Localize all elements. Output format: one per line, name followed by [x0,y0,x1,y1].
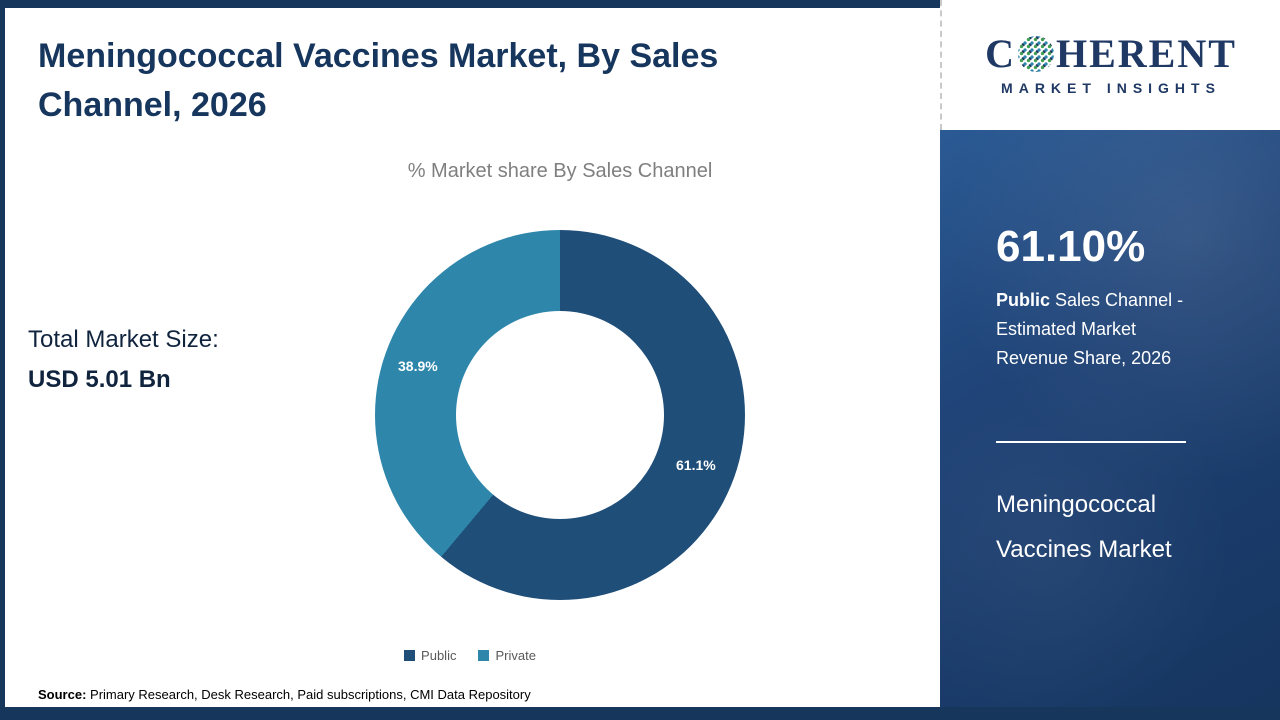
source-line: Source: Primary Research, Desk Research,… [38,687,531,702]
logo-subtext: MARKET INSIGHTS [1001,80,1221,96]
donut-hole [456,311,664,519]
legend-item-private: Private [478,648,536,663]
slice-label-private: 38.9% [398,358,438,374]
logo-area: C HERENT MARKET INSIGHTS [940,0,1280,130]
total-market-value: USD 5.01 Bn [28,366,171,393]
globe-logo-icon [1017,36,1054,72]
logo-letter-c: C [985,31,1016,76]
market-name: Meningococcal Vaccines Market [996,491,1172,563]
chart-subtitle: % Market share By Sales Channel [407,160,713,182]
legend-swatch-private [478,650,490,661]
chart-legend: Public Private [0,648,940,663]
stat-description-bold: Public [996,290,1051,310]
legend-item-public: Public [404,648,456,663]
panel-divider [996,441,1186,444]
slice-label-public: 61.1% [676,457,716,473]
page-title: Meningococcal Vaccines Market, By Sales … [38,37,719,125]
legend-label-private: Private [495,648,536,663]
total-market-label: Total Market Size: [28,326,219,353]
donut-chart-wrap: 38.9% 61.1% [375,230,745,600]
stat-value: 61.10% [996,222,1146,271]
legend-label-public: Public [421,648,457,663]
stat-description-rest: Sales Channel - Estimated Market Revenue… [996,290,1184,369]
stat-description: Public Sales Channel - Estimated Market … [996,286,1211,373]
left-frame-bar [0,0,5,720]
highlight-panel: 61.10% Public Sales Channel - Estimated … [940,130,1280,720]
sidebar: C HERENT MARKET INSIGHTS 61.10% Public S… [940,0,1280,720]
bottom-frame-bar [0,707,1280,720]
total-market-block: Total Market Size: USD 5.01 Bn [28,326,219,394]
source-text: Primary Research, Desk Research, Paid su… [86,687,531,702]
source-label: Source: [38,687,87,702]
top-frame-bar [0,0,940,8]
donut-chart: 38.9% 61.1% [375,230,745,600]
legend-swatch-public [404,650,416,661]
logo-letters-rest: HERENT [1055,31,1237,76]
company-logo: C HERENT [985,34,1237,74]
